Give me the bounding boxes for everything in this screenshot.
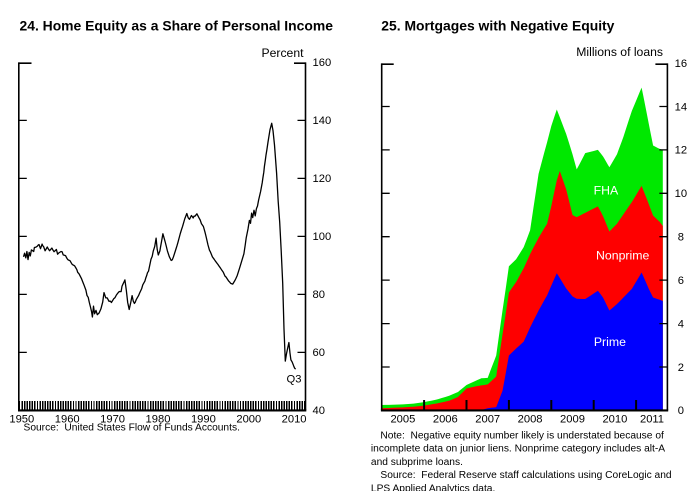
- svg-text:40: 40: [313, 405, 325, 417]
- svg-text:FHA: FHA: [594, 184, 619, 198]
- svg-text:2005: 2005: [390, 414, 415, 426]
- svg-text:Note: Negative equity number: Note: Negative equity number likely is u…: [380, 430, 664, 441]
- svg-text:140: 140: [313, 115, 332, 127]
- svg-text:24. Home Equity as a Share of: 24. Home Equity as a Share of Personal I…: [20, 17, 334, 33]
- svg-text:60: 60: [313, 347, 325, 359]
- svg-text:14: 14: [675, 101, 687, 113]
- svg-text:0: 0: [678, 405, 684, 417]
- svg-text:Nonprime: Nonprime: [596, 248, 649, 262]
- svg-text:8: 8: [678, 232, 684, 244]
- svg-text:Q3: Q3: [287, 374, 302, 386]
- svg-text:4: 4: [678, 318, 684, 330]
- svg-text:1960: 1960: [55, 414, 80, 426]
- svg-text:10: 10: [675, 188, 687, 200]
- svg-text:120: 120: [313, 173, 332, 185]
- svg-text:2: 2: [678, 362, 684, 374]
- svg-text:16: 16: [675, 58, 687, 70]
- svg-text:100: 100: [313, 231, 332, 243]
- svg-text:160: 160: [313, 57, 332, 69]
- svg-text:Source: Federal Reserve staff: Source: Federal Reserve staff calculatio…: [380, 470, 672, 481]
- svg-text:Prime: Prime: [594, 335, 626, 349]
- svg-text:Percent: Percent: [261, 46, 304, 60]
- svg-text:LPS Applied Analytics data.: LPS Applied Analytics data.: [371, 484, 495, 491]
- svg-text:and subprime loans.: and subprime loans.: [371, 457, 463, 468]
- svg-text:2010: 2010: [602, 414, 627, 426]
- svg-text:2000: 2000: [236, 414, 261, 426]
- svg-text:2011: 2011: [640, 414, 664, 426]
- svg-text:2009: 2009: [560, 414, 585, 426]
- svg-text:2010: 2010: [282, 414, 307, 426]
- svg-text:1980: 1980: [146, 414, 171, 426]
- svg-text:2007: 2007: [475, 414, 500, 426]
- svg-text:Millions of loans: Millions of loans: [576, 45, 663, 59]
- svg-text:80: 80: [313, 289, 325, 301]
- svg-text:1990: 1990: [191, 414, 216, 426]
- svg-text:2006: 2006: [433, 414, 458, 426]
- svg-text:25. Mortgages with Negative Eq: 25. Mortgages with Negative Equity: [381, 17, 614, 33]
- svg-text:1970: 1970: [100, 414, 125, 426]
- svg-text:12: 12: [675, 145, 687, 157]
- svg-text:incomplete data on junior lien: incomplete data on junior liens. Nonprim…: [371, 444, 665, 455]
- svg-text:2008: 2008: [518, 414, 543, 426]
- svg-text:Source: United States Flow of: Source: United States Flow of Funds Acco…: [24, 423, 240, 434]
- svg-text:6: 6: [678, 275, 684, 287]
- svg-text:1950: 1950: [9, 414, 34, 426]
